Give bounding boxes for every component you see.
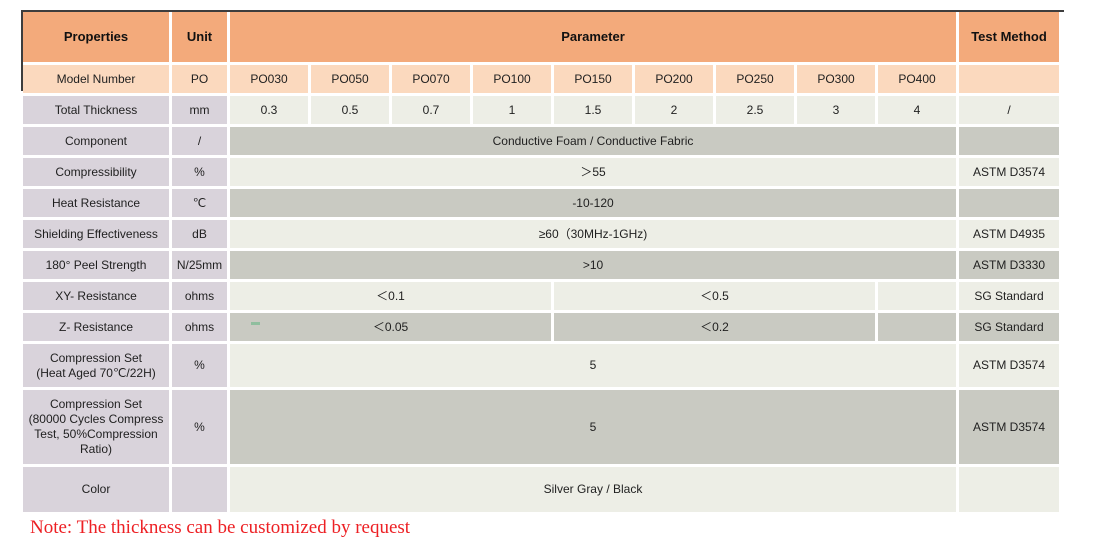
thickness-cell: 0.7	[392, 96, 470, 124]
z-unit: ohms	[172, 313, 227, 341]
comp-set-cycles-property: Compression Set (80000 Cycles Compress T…	[23, 390, 169, 464]
model-cell: PO400	[878, 65, 956, 93]
thickness-cell: 1.5	[554, 96, 632, 124]
model-cell: PO070	[392, 65, 470, 93]
component-unit: /	[172, 127, 227, 155]
model-row-property: Model Number	[23, 65, 169, 93]
model-cell: PO050	[311, 65, 389, 93]
model-cell: PO150	[554, 65, 632, 93]
model-row-unit: PO	[172, 65, 227, 93]
xy-property: XY- Resistance	[23, 282, 169, 310]
color-property: Color	[23, 467, 169, 512]
z-property: Z- Resistance	[23, 313, 169, 341]
specification-table: Properties Unit Parameter Test Method Mo…	[20, 9, 1062, 515]
thickness-cell: 1	[473, 96, 551, 124]
peel-property: 180° Peel Strength	[23, 251, 169, 279]
comp-set-cycles-unit: %	[172, 390, 227, 464]
thickness-cell: 0.3	[230, 96, 308, 124]
z-empty-cell	[878, 313, 956, 341]
heat-unit: ℃	[172, 189, 227, 217]
z-resistance-row: Z- Resistance ohms ＜0.05 ＜0.2 SG Standar…	[23, 313, 1059, 341]
thickness-note: Note: The thickness can be customized by…	[30, 517, 411, 538]
color-unit-empty	[172, 467, 227, 512]
compressibility-test: ASTM D3574	[959, 158, 1059, 186]
compressibility-property: Compressibility	[23, 158, 169, 186]
peel-test: ASTM D3330	[959, 251, 1059, 279]
header-unit: Unit	[172, 12, 227, 62]
model-cell: PO100	[473, 65, 551, 93]
comp-set-heat-value: 5	[230, 344, 956, 387]
comp-set-heat-unit: %	[172, 344, 227, 387]
comp-set-heat-test: ASTM D3574	[959, 344, 1059, 387]
model-number-row: Model Number PO PO030 PO050 PO070 PO100 …	[23, 65, 1059, 93]
comp-set-cycles-property-line1: Compression Set	[49, 397, 143, 411]
comp-set-cycles-property-line2: (80000 Cycles Compress Test, 50%Compress…	[28, 412, 164, 456]
thickness-cell: 3	[797, 96, 875, 124]
peel-value: >10	[230, 251, 956, 279]
model-cell: PO030	[230, 65, 308, 93]
z-value-high: ＜0.2	[554, 313, 875, 341]
xy-empty-cell	[878, 282, 956, 310]
thickness-cell: 2.5	[716, 96, 794, 124]
heat-test-empty	[959, 189, 1059, 217]
xy-test: SG Standard	[959, 282, 1059, 310]
thickness-test: /	[959, 96, 1059, 124]
compressibility-row: Compressibility % ＞55 ASTM D3574	[23, 158, 1059, 186]
thickness-property: Total Thickness	[23, 96, 169, 124]
xy-unit: ohms	[172, 282, 227, 310]
component-test-empty	[959, 127, 1059, 155]
table-top-border	[22, 10, 1064, 12]
header-parameter: Parameter	[230, 12, 956, 62]
shielding-property: Shielding Effectiveness	[23, 220, 169, 248]
color-row: Color Silver Gray / Black	[23, 467, 1059, 512]
comp-set-cycles-value: 5	[230, 390, 956, 464]
shielding-test: ASTM D4935	[959, 220, 1059, 248]
heat-resistance-row: Heat Resistance ℃ -10-120	[23, 189, 1059, 217]
model-row-test-empty	[959, 65, 1059, 93]
compression-set-heat-row: Compression Set (Heat Aged 70℃/22H) % 5 …	[23, 344, 1059, 387]
compressibility-unit: %	[172, 158, 227, 186]
peel-strength-row: 180° Peel Strength N/25mm >10 ASTM D3330	[23, 251, 1059, 279]
comp-set-heat-property-line2: (Heat Aged 70℃/22H)	[36, 365, 156, 380]
color-test-empty	[959, 467, 1059, 512]
table-left-border	[21, 10, 23, 91]
component-value: Conductive Foam / Conductive Fabric	[230, 127, 956, 155]
model-cell: PO250	[716, 65, 794, 93]
thickness-cell: 0.5	[311, 96, 389, 124]
component-row: Component / Conductive Foam / Conductive…	[23, 127, 1059, 155]
header-row: Properties Unit Parameter Test Method	[23, 12, 1059, 62]
header-test-method: Test Method	[959, 12, 1059, 62]
compressibility-value: ＞55	[230, 158, 956, 186]
model-cell: PO300	[797, 65, 875, 93]
shielding-unit: dB	[172, 220, 227, 248]
shielding-value: ≥60（30MHz-1GHz)	[230, 220, 956, 248]
comp-set-heat-property-line1: Compression Set	[49, 350, 143, 365]
peel-unit: N/25mm	[172, 251, 227, 279]
heat-value: -10-120	[230, 189, 956, 217]
color-value: Silver Gray / Black	[230, 467, 956, 512]
heat-property: Heat Resistance	[23, 189, 169, 217]
thickness-unit: mm	[172, 96, 227, 124]
xy-value-low: ＜0.1	[230, 282, 551, 310]
compression-set-cycles-row: Compression Set (80000 Cycles Compress T…	[23, 390, 1059, 464]
component-property: Component	[23, 127, 169, 155]
comp-set-cycles-test: ASTM D3574	[959, 390, 1059, 464]
xy-value-high: ＜0.5	[554, 282, 875, 310]
z-value-low: ＜0.05	[230, 313, 551, 341]
shielding-row: Shielding Effectiveness dB ≥60（30MHz-1GH…	[23, 220, 1059, 248]
model-cell: PO200	[635, 65, 713, 93]
header-properties: Properties	[23, 12, 169, 62]
thickness-row: Total Thickness mm 0.3 0.5 0.7 1 1.5 2 2…	[23, 96, 1059, 124]
green-dash-artifact	[251, 322, 260, 325]
xy-resistance-row: XY- Resistance ohms ＜0.1 ＜0.5 SG Standar…	[23, 282, 1059, 310]
thickness-cell: 4	[878, 96, 956, 124]
thickness-cell: 2	[635, 96, 713, 124]
z-test: SG Standard	[959, 313, 1059, 341]
comp-set-heat-property: Compression Set (Heat Aged 70℃/22H)	[23, 344, 169, 387]
